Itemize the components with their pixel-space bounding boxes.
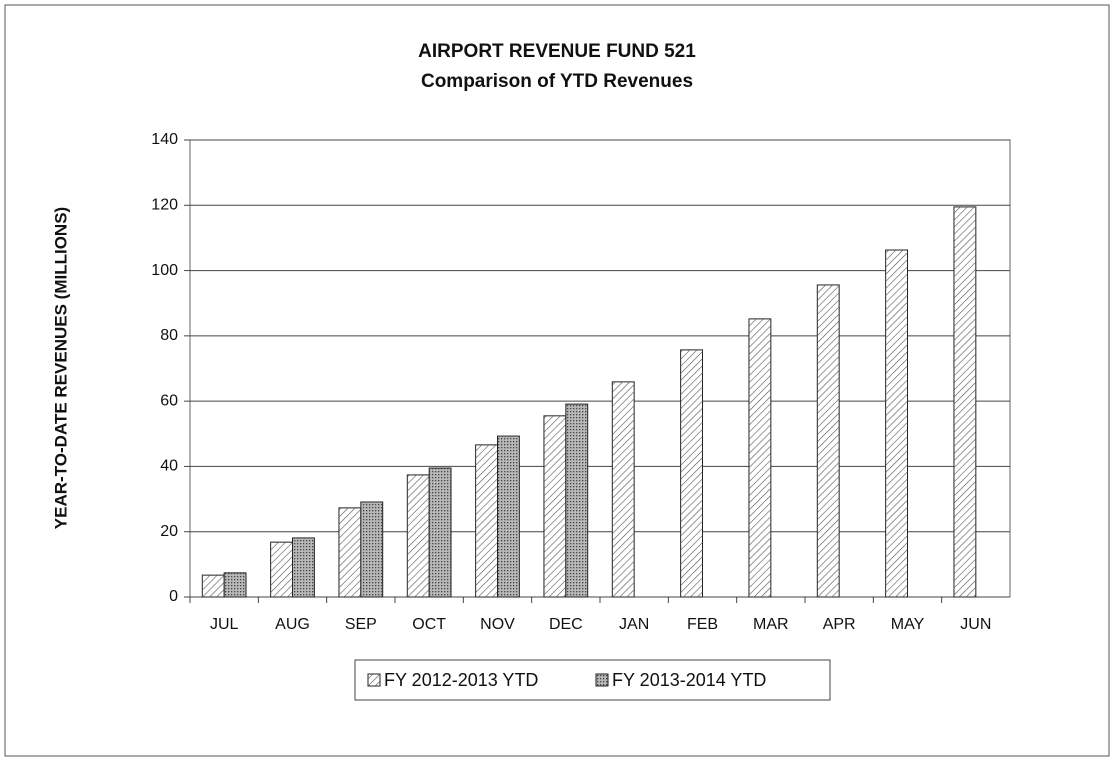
x-tick-label: MAR [753,616,789,633]
y-tick-label: 120 [151,197,178,214]
bar-pattern [817,284,840,597]
y-axis-label: YEAR-TO-DATE REVENUES (MILLIONS) [51,207,70,529]
bar-pattern [543,415,566,597]
bar-pattern [429,468,452,597]
x-tick-label: JAN [619,616,649,633]
y-tick-label: 40 [160,458,178,475]
bar-pattern [338,507,361,597]
x-tick-label: DEC [549,616,583,633]
bar-pattern [680,349,703,597]
y-tick-label: 140 [151,131,178,148]
bar-pattern [475,444,498,597]
x-tick-label: OCT [412,616,446,633]
bar-pattern [497,436,520,597]
bar-pattern [612,381,635,597]
y-tick-label: 80 [160,327,178,344]
legend-swatch-pattern [596,674,608,686]
legend-box [354,659,831,701]
x-tick-label: AUG [275,616,310,633]
bar-pattern [202,575,225,597]
y-tick-label: 0 [169,588,178,605]
x-tick-label: JUN [960,616,991,633]
bar-pattern [270,542,293,597]
x-tick-label: FEB [687,616,718,633]
bar-pattern [565,404,588,597]
y-tick-label: 100 [151,262,178,279]
bar-pattern [360,502,383,597]
x-tick-label: SEP [345,616,377,633]
y-tick-label: 20 [160,523,178,540]
chart-title: AIRPORT REVENUE FUND 521 [418,41,696,62]
plot-area [189,139,1011,598]
bar-pattern [292,537,315,597]
x-tick-label: APR [823,616,856,633]
x-tick-label: NOV [480,616,515,633]
chart-subtitle: Comparison of YTD Revenues [421,71,693,92]
legend-swatch-pattern [368,674,380,686]
bar-pattern [953,206,976,598]
x-tick-label: JUL [210,616,239,633]
legend-label: FY 2013-2014 YTD [612,670,766,690]
bar-pattern [748,318,771,597]
y-tick-label: 60 [160,392,178,409]
legend-label: FY 2012-2013 YTD [384,670,538,690]
bar-pattern [224,572,247,597]
bar-pattern [885,250,908,598]
x-tick-label: MAY [891,616,925,633]
bar-pattern [407,474,430,597]
